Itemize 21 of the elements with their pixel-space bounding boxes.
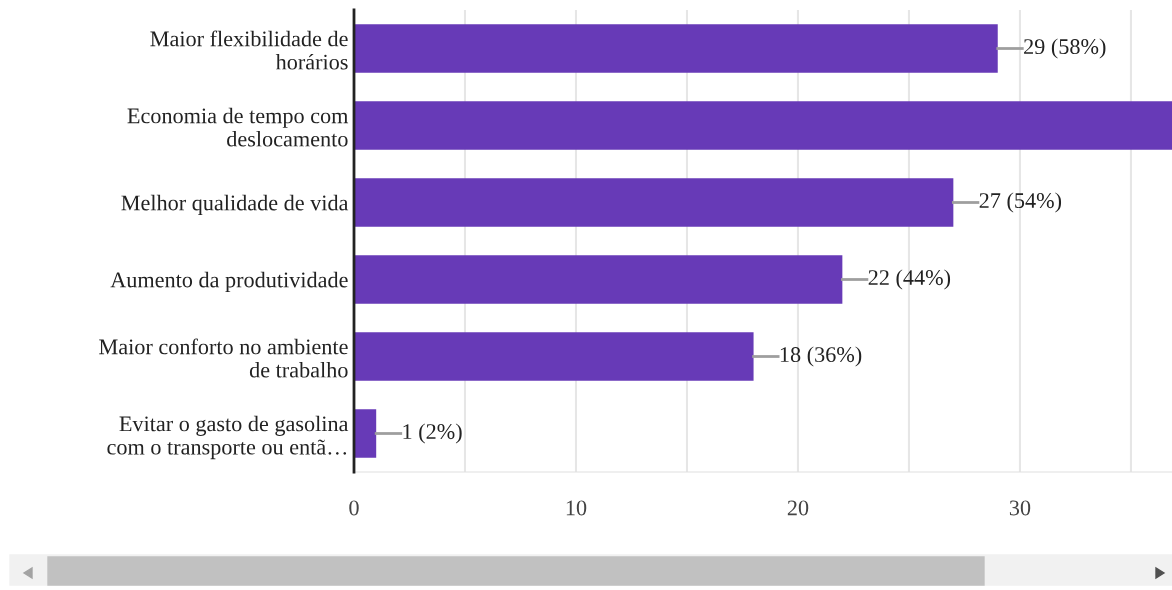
y-tick-label: Melhor qualidade de vida [121, 194, 349, 215]
y-tick-label: Evitar o gasto de gasolina com o transporte ou entã… [107, 415, 349, 460]
data-label: 22 (44%) [868, 269, 951, 290]
x-tick-label: 0 [349, 500, 359, 516]
bar [354, 255, 843, 304]
bar [354, 178, 954, 227]
data-label: 18 (36%) [780, 346, 862, 367]
bar [354, 24, 998, 73]
x-tick-label: 10 [566, 500, 587, 516]
y-tick-label: Maior flexibilidade de horários [150, 30, 348, 70]
x-tick-label: 20 [787, 500, 809, 516]
data-label: 29 (58%) [1024, 38, 1106, 59]
y-tick-label: Economia de tempo com deslocamento [127, 107, 349, 147]
bar [354, 409, 377, 458]
x-tick-label: 30 [1009, 500, 1031, 516]
bar [354, 101, 1172, 150]
y-tick-label: Aumento da produtividade [110, 271, 348, 292]
data-label: 27 (54%) [979, 192, 1062, 213]
bar [354, 332, 754, 381]
y-tick-label: Maior conforto no ambiente de trabalho [99, 338, 348, 378]
data-label: 1 (2%) [403, 423, 462, 444]
